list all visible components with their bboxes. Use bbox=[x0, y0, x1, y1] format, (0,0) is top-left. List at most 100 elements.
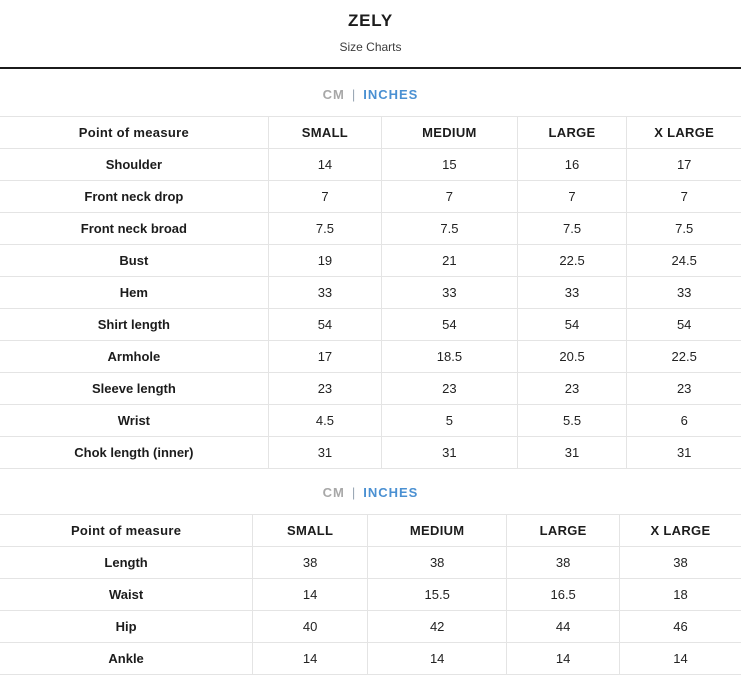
size-value: 38 bbox=[618, 546, 741, 579]
size-column-header: LARGE bbox=[506, 514, 620, 547]
table-row: Hip 40 42 44 46 bbox=[0, 610, 741, 643]
size-value: 16.5 bbox=[506, 578, 620, 611]
row-label: Ankle bbox=[0, 642, 254, 675]
row-label: Front neck drop bbox=[0, 180, 269, 213]
size-value: 31 bbox=[516, 436, 628, 469]
table-row: Front neck drop 7 7 7 7 bbox=[0, 180, 741, 213]
table-row: Armhole 17 18.5 20.5 22.5 bbox=[0, 340, 741, 373]
table-row: Sleeve length 23 23 23 23 bbox=[0, 372, 741, 405]
row-label: Shoulder bbox=[0, 148, 269, 181]
size-value: 18.5 bbox=[381, 340, 518, 373]
size-value: 17 bbox=[626, 148, 741, 181]
size-value: 21 bbox=[381, 244, 518, 277]
size-value: 38 bbox=[252, 546, 369, 579]
size-value: 15 bbox=[381, 148, 518, 181]
size-value: 14 bbox=[267, 148, 383, 181]
table-row: Wrist 4.5 5 5.5 6 bbox=[0, 404, 741, 437]
size-value: 7.5 bbox=[381, 212, 518, 245]
size-value: 46 bbox=[618, 610, 741, 643]
size-column-header: SMALL bbox=[252, 514, 369, 547]
size-value: 38 bbox=[506, 546, 620, 579]
row-label: Shirt length bbox=[0, 308, 269, 341]
size-column-header: SMALL bbox=[267, 116, 383, 149]
size-column-header: X LARGE bbox=[618, 514, 741, 547]
size-value: 33 bbox=[516, 276, 628, 309]
size-value: 31 bbox=[267, 436, 383, 469]
size-value: 38 bbox=[367, 546, 508, 579]
size-value: 23 bbox=[267, 372, 383, 405]
size-value: 54 bbox=[626, 308, 741, 341]
row-label: Chok length (inner) bbox=[0, 436, 269, 469]
size-value: 7 bbox=[516, 180, 628, 213]
table-row: Bust 19 21 22.5 24.5 bbox=[0, 244, 741, 277]
size-value: 44 bbox=[506, 610, 620, 643]
table-row: Ankle 14 14 14 14 bbox=[0, 642, 741, 675]
size-value: 5 bbox=[381, 404, 518, 437]
size-chart-table-lower: Point of measure SMALL MEDIUM LARGE X LARGE … bbox=[0, 514, 741, 675]
size-value: 20.5 bbox=[516, 340, 628, 373]
table-header-row: Point of measure SMALL MEDIUM LARGE X LARGE bbox=[0, 116, 741, 149]
size-value: 7 bbox=[626, 180, 741, 213]
row-label: Wrist bbox=[0, 404, 269, 437]
table-row: Length 38 38 38 38 bbox=[0, 546, 741, 579]
page-title: ZELY bbox=[347, 11, 394, 30]
table-row: Waist 14 15.5 16.5 18 bbox=[0, 578, 741, 611]
row-label: Hem bbox=[0, 276, 269, 309]
size-chart-table-upper: Point of measure SMALL MEDIUM LARGE X LARGE … bbox=[0, 116, 741, 469]
size-value: 7.5 bbox=[267, 212, 383, 245]
size-value: 7.5 bbox=[516, 212, 628, 245]
row-label: Length bbox=[0, 546, 254, 579]
cm-toggle-link[interactable]: CM bbox=[322, 485, 345, 500]
size-value: 54 bbox=[381, 308, 518, 341]
size-column-header: LARGE bbox=[516, 116, 628, 149]
size-value: 6 bbox=[626, 404, 741, 437]
size-value: 19 bbox=[267, 244, 383, 277]
size-value: 31 bbox=[626, 436, 741, 469]
size-value: 33 bbox=[381, 276, 518, 309]
row-label: Armhole bbox=[0, 340, 269, 373]
table-row: Shoulder 14 15 16 17 bbox=[0, 148, 741, 181]
cm-toggle-link[interactable]: CM bbox=[322, 87, 345, 102]
size-value: 16 bbox=[516, 148, 628, 181]
size-value: 42 bbox=[367, 610, 508, 643]
size-value: 23 bbox=[381, 372, 518, 405]
page-subtitle: Size Charts bbox=[339, 40, 402, 54]
size-value: 14 bbox=[506, 642, 620, 675]
size-value: 7 bbox=[381, 180, 518, 213]
size-value: 7.5 bbox=[626, 212, 741, 245]
size-column-header: MEDIUM bbox=[367, 514, 508, 547]
size-value: 22.5 bbox=[516, 244, 628, 277]
size-value: 23 bbox=[626, 372, 741, 405]
inches-toggle-link[interactable]: INCHES bbox=[363, 87, 419, 102]
size-value: 24.5 bbox=[626, 244, 741, 277]
size-value: 40 bbox=[252, 610, 369, 643]
table-row: Front neck broad 7.5 7.5 7.5 7.5 bbox=[0, 212, 741, 245]
size-value: 4.5 bbox=[267, 404, 383, 437]
size-value: 18 bbox=[618, 578, 741, 611]
size-value: 15.5 bbox=[367, 578, 508, 611]
unit-toggle-bottom: CM | INCHES bbox=[0, 483, 741, 503]
size-value: 54 bbox=[516, 308, 628, 341]
size-value: 22.5 bbox=[626, 340, 741, 373]
row-label: Bust bbox=[0, 244, 269, 277]
size-value: 14 bbox=[252, 642, 369, 675]
size-value: 33 bbox=[267, 276, 383, 309]
row-label: Sleeve length bbox=[0, 372, 269, 405]
table-header-row: Point of measure SMALL MEDIUM LARGE X LARGE bbox=[0, 514, 741, 547]
toggle-separator: | bbox=[351, 485, 357, 500]
inches-toggle-link[interactable]: INCHES bbox=[363, 485, 419, 500]
size-value: 14 bbox=[367, 642, 508, 675]
size-value: 14 bbox=[618, 642, 741, 675]
size-value: 14 bbox=[252, 578, 369, 611]
table-row: Shirt length 54 54 54 54 bbox=[0, 308, 741, 341]
row-label: Front neck broad bbox=[0, 212, 269, 245]
table-row: Chok length (inner) 31 31 31 31 bbox=[0, 436, 741, 469]
size-column-header: X LARGE bbox=[626, 116, 741, 149]
size-value: 33 bbox=[626, 276, 741, 309]
header-divider bbox=[0, 67, 741, 69]
row-label: Hip bbox=[0, 610, 254, 643]
table-row: Hem 33 33 33 33 bbox=[0, 276, 741, 309]
toggle-separator: | bbox=[351, 87, 357, 102]
point-of-measure-header: Point of measure bbox=[0, 116, 269, 149]
